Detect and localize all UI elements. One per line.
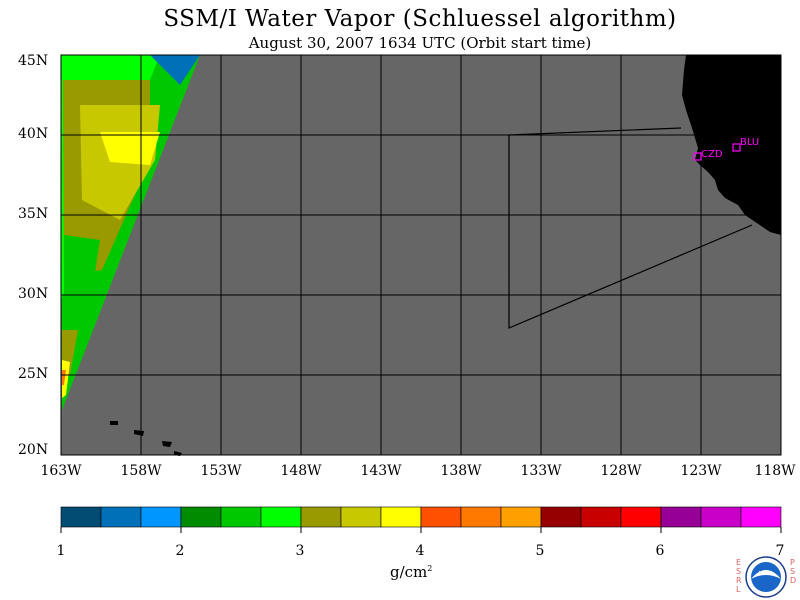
colorbar-swatch <box>460 506 502 528</box>
water-vapor-swath <box>61 55 200 410</box>
colorbar-swatch <box>380 506 422 528</box>
colorbar <box>60 506 782 533</box>
colorbar-swatch <box>60 506 102 528</box>
lon-label-163w: 163W <box>40 463 82 479</box>
swath-yellow-south <box>62 360 70 398</box>
lon-label-158w: 158W <box>120 463 162 479</box>
colorbar-tick-2: 2 <box>175 543 185 559</box>
colorbar-swatch <box>620 506 662 528</box>
ocean-area <box>61 55 781 455</box>
colorbar-swatch <box>580 506 622 528</box>
lon-label-143w: 143W <box>360 463 402 479</box>
hawaii-island-1 <box>110 421 118 425</box>
swath-green-patch <box>64 235 100 305</box>
lon-label-128w: 128W <box>600 463 642 479</box>
colorbar-swatch <box>220 506 262 528</box>
colorbar-swatch <box>700 506 742 528</box>
colorbar-tick-4: 4 <box>415 543 425 559</box>
swath-blue-band <box>150 55 200 85</box>
lat-lon-grid <box>61 55 781 455</box>
logo-left-s: S <box>736 567 741 576</box>
lat-label-30n: 30N <box>18 286 49 302</box>
logo-right-s: S <box>790 567 795 576</box>
region-outline <box>508 127 753 329</box>
colorbar-tick-6: 6 <box>655 543 665 559</box>
colorbar-swatch <box>340 506 382 528</box>
colorbar-swatch <box>140 506 182 528</box>
station-czd-marker <box>693 152 702 161</box>
map-subtitle: August 30, 2007 1634 UTC (Orbit start ti… <box>248 34 592 52</box>
lon-label-138w: 138W <box>440 463 482 479</box>
colorbar-tick-3: 3 <box>295 543 305 559</box>
map-frame <box>60 54 782 456</box>
colorbar-swatch <box>740 506 782 528</box>
lon-label-133w: 133W <box>520 463 562 479</box>
colorbar-swatch <box>420 506 462 528</box>
logo-right-p: P <box>790 558 795 567</box>
colorbar-swatch <box>300 506 342 528</box>
logo-gull-shape <box>751 570 781 579</box>
swath-yellow-core <box>100 132 160 165</box>
logo-left-r: R <box>736 576 742 585</box>
colorbar-swatch <box>540 506 582 528</box>
colorbar-swatch <box>100 506 142 528</box>
lon-label-153w: 153W <box>200 463 242 479</box>
logo-left-l: L <box>736 585 741 594</box>
logo-right-d: D <box>790 576 796 585</box>
colorbar-swatch <box>500 506 542 528</box>
map-title: SSM/I Water Vapor (Schluessel algorithm) <box>163 6 677 32</box>
swath-orange-edge <box>62 370 66 385</box>
lon-label-148w: 148W <box>280 463 322 479</box>
logo-center-text: NOAA <box>759 571 774 577</box>
lat-label-25n: 25N <box>18 366 49 382</box>
colorbar-swatch <box>180 506 222 528</box>
california-coast <box>682 55 781 235</box>
colorbar-swatch <box>660 506 702 528</box>
lon-label-123w: 123W <box>680 463 722 479</box>
hawaii-island-3 <box>162 441 172 447</box>
units-exponent: 2 <box>427 564 433 573</box>
colorbar-units: g/cm2 <box>390 563 432 581</box>
station-czd-label: CZD <box>701 149 723 160</box>
station-blu-label: BLU <box>740 137 759 148</box>
colorbar-swatch <box>260 506 302 528</box>
colorbar-tick-7: 7 <box>775 543 785 559</box>
logo-inner-circle <box>751 562 781 592</box>
logo-left-e: E <box>736 558 741 567</box>
lat-label-35n: 35N <box>18 206 49 222</box>
colorbar-tick-5: 5 <box>535 543 545 559</box>
noaa-logo: E S R L NOAA P S D <box>736 556 796 598</box>
lat-label-20n: 20N <box>18 442 49 458</box>
units-text: g/cm <box>390 563 428 581</box>
lon-label-118w: 118W <box>754 463 796 479</box>
lat-label-45n: 45N <box>18 53 49 69</box>
station-blu-marker <box>732 143 741 152</box>
colorbar-tick-1: 1 <box>56 543 66 559</box>
lat-label-40n: 40N <box>18 126 49 142</box>
